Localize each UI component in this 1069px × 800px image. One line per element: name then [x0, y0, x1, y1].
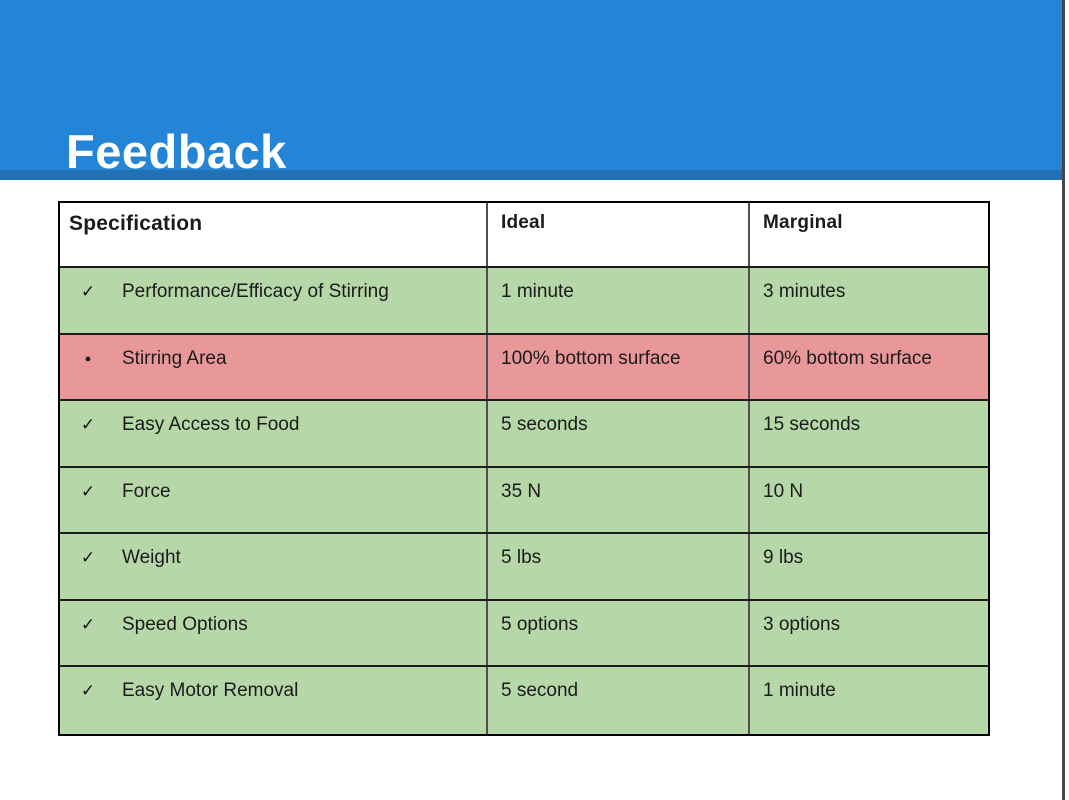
- ideal-cell: 5 options: [488, 600, 750, 665]
- marginal-cell: 9 lbs: [750, 534, 988, 599]
- table-row: ✓ Force 35 N 10 N: [60, 467, 988, 534]
- ideal-cell: 1 minute: [488, 268, 750, 333]
- spec-label: Easy Motor Removal: [122, 680, 299, 701]
- marginal-cell: 3 minutes: [750, 268, 988, 333]
- marginal-value: 15 seconds: [763, 414, 861, 435]
- spec-label: Speed Options: [122, 613, 248, 635]
- marginal-cell: 10 N: [750, 468, 988, 533]
- slide-title: Feedback: [66, 125, 287, 179]
- column-header-marginal: Marginal: [763, 212, 843, 233]
- spec-label: Force: [122, 480, 171, 502]
- spec-label: Easy Access to Food: [122, 414, 300, 435]
- table-row: ✓ Easy Access to Food 5 seconds 15 secon…: [60, 401, 988, 468]
- title-header-band: Feedback: [0, 0, 1062, 175]
- ideal-value: 5 lbs: [501, 547, 542, 568]
- specification-table: Specification Ideal Marginal ✓ Performan…: [58, 201, 990, 736]
- spec-cell: ✓ Easy Motor Removal: [60, 667, 488, 734]
- table-row: ● Stirring Area 100% bottom surface 60% …: [60, 334, 988, 401]
- ideal-value: 5 options: [501, 613, 579, 635]
- marginal-value: 3 options: [763, 613, 841, 635]
- ideal-value: 5 second: [501, 680, 579, 701]
- table-row: ✓ Speed Options 5 options 3 options: [60, 600, 988, 667]
- column-header-specification: Specification: [60, 203, 488, 266]
- check-icon: ✓: [80, 481, 96, 501]
- marginal-cell: 1 minute: [750, 667, 988, 734]
- marginal-cell: 3 options: [750, 601, 988, 666]
- marginal-cell: 15 seconds: [750, 401, 988, 466]
- spec-cell: ● Stirring Area: [60, 334, 488, 399]
- spec-cell: ✓ Performance/Efficacy of Stirring: [60, 268, 488, 333]
- ideal-value: 5 seconds: [501, 414, 588, 435]
- right-edge-line: [1062, 0, 1065, 800]
- ideal-value: 35 N: [501, 480, 542, 502]
- check-icon: ✓: [80, 415, 96, 434]
- check-icon: ✓: [80, 548, 96, 567]
- table-header-row: Specification Ideal Marginal: [60, 203, 988, 268]
- table-body: ✓ Performance/Efficacy of Stirring 1 min…: [60, 268, 988, 734]
- marginal-value: 10 N: [763, 480, 804, 502]
- check-icon: ✓: [80, 681, 96, 700]
- spec-label: Weight: [122, 547, 181, 568]
- marginal-value: 60% bottom surface: [763, 347, 932, 369]
- bullet-icon: ●: [84, 352, 92, 365]
- marginal-value: 1 minute: [763, 680, 836, 701]
- check-icon: ✓: [80, 614, 96, 634]
- table-row: ✓ Weight 5 lbs 9 lbs: [60, 534, 988, 601]
- ideal-cell: 5 second: [488, 667, 750, 734]
- spec-cell: ✓ Speed Options: [60, 600, 488, 665]
- ideal-cell: 5 seconds: [488, 401, 750, 466]
- ideal-cell: 5 lbs: [488, 534, 750, 599]
- ideal-cell: 100% bottom surface: [488, 334, 750, 399]
- spec-label: Stirring Area: [122, 347, 227, 369]
- table-row: ✓ Performance/Efficacy of Stirring 1 min…: [60, 268, 988, 335]
- spec-cell: ✓ Force: [60, 467, 488, 532]
- column-header-ideal: Ideal: [488, 203, 750, 266]
- ideal-value: 100% bottom surface: [501, 347, 681, 369]
- check-icon: ✓: [80, 282, 96, 301]
- header-accent-bar: [0, 170, 1062, 180]
- marginal-cell: 60% bottom surface: [750, 335, 988, 400]
- spec-label: Performance/Efficacy of Stirring: [122, 281, 389, 302]
- ideal-cell: 35 N: [488, 467, 750, 532]
- table-row: ✓ Easy Motor Removal 5 second 1 minute: [60, 667, 988, 734]
- marginal-value: 3 minutes: [763, 281, 846, 302]
- ideal-value: 1 minute: [501, 281, 574, 302]
- spec-cell: ✓ Easy Access to Food: [60, 401, 488, 466]
- marginal-value: 9 lbs: [763, 547, 804, 568]
- spec-cell: ✓ Weight: [60, 534, 488, 599]
